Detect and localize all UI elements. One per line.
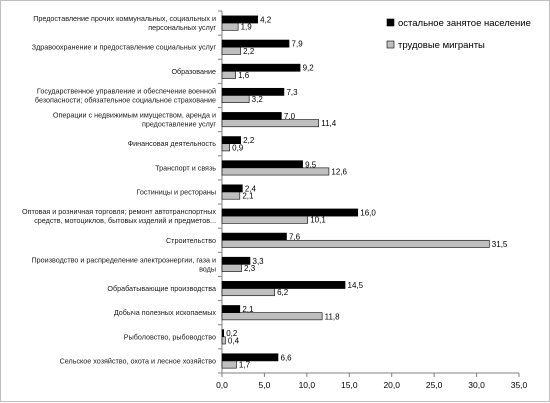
category-label: Предоставление прочих коммунальных, соци… [33, 14, 216, 23]
bar-other-population [221, 305, 241, 313]
bar-labor-migrants [221, 239, 490, 248]
category-label: Добыча полезных ископаемых [114, 308, 217, 317]
data-label-other-population: 16,0 [360, 209, 376, 218]
category-label: Обрабатывающие производства [107, 284, 216, 293]
legend-label: трудовые мигранты [398, 40, 485, 51]
category-label: Государственное управление и обеспечение… [37, 86, 216, 95]
bar-other-population [221, 15, 258, 24]
data-label-labor-migrants: 31,5 [492, 240, 508, 249]
bar-labor-migrants [221, 71, 236, 79]
category-label: Оптовая и розничная торговля; ремонт авт… [22, 207, 216, 216]
x-tick-label: 30,0 [468, 380, 485, 390]
bar-labor-migrants [221, 191, 241, 200]
category-label: Транспорт и связь [155, 163, 216, 172]
data-label-other-population: 14,5 [348, 281, 364, 290]
data-label-labor-migrants: 1,7 [239, 361, 251, 370]
bar-labor-migrants [221, 143, 230, 152]
bar-labor-migrants [221, 22, 239, 31]
data-label-other-population: 7,6 [289, 233, 301, 242]
data-label-other-population: 2,1 [242, 305, 254, 314]
data-label-labor-migrants: 3,2 [252, 95, 264, 104]
legend-swatch [386, 18, 395, 27]
bar-other-population [221, 87, 285, 96]
category-label: Рыболовство, рыбоводство [124, 332, 216, 341]
category-label: Финансовая деятельность [128, 139, 217, 148]
legend-swatch [386, 40, 395, 49]
bar-other-population [221, 112, 282, 120]
data-label-labor-migrants: 0,4 [228, 336, 240, 345]
bar-other-population [221, 63, 301, 72]
data-label-other-population: 2,2 [243, 136, 255, 145]
data-label-labor-migrants: 11,4 [321, 119, 337, 128]
data-label-labor-migrants: 10,1 [310, 216, 326, 225]
data-label-other-population: 7,0 [284, 112, 296, 121]
data-label-labor-migrants: 2,1 [242, 192, 254, 201]
data-label-other-population: 6,6 [281, 353, 293, 362]
data-label-other-population: 2,4 [245, 184, 257, 193]
bar-labor-migrants [221, 167, 330, 176]
category-label: воды [199, 264, 216, 273]
legend-label: остальное занятое население [398, 18, 531, 29]
data-label-labor-migrants: 6,2 [277, 288, 289, 297]
data-label-other-population: 0,2 [226, 329, 238, 338]
data-label-labor-migrants: 12,6 [331, 167, 347, 176]
category-label: Гостиницы и рестораны [136, 188, 216, 197]
bar-labor-migrants [221, 264, 242, 272]
data-label-other-population: 9,5 [305, 160, 317, 169]
category-label: Образование [171, 67, 216, 76]
bar-other-population [221, 329, 224, 338]
x-tick-label: 15,0 [341, 380, 358, 390]
category-label: Здравоохранение и предоставление социаль… [32, 43, 217, 52]
x-tick-label: 25,0 [426, 380, 443, 390]
bar-labor-migrants [221, 360, 237, 369]
bar-labor-migrants [221, 46, 241, 55]
category-label: персональных услуг [148, 23, 216, 32]
data-label-other-population: 3,3 [253, 257, 265, 266]
bar-labor-migrants [221, 312, 323, 321]
bar-labor-migrants [221, 336, 226, 345]
category-label: Строительство [166, 236, 216, 245]
data-label-labor-migrants: 1,6 [238, 71, 250, 80]
bar-other-population [221, 281, 346, 289]
data-label-labor-migrants: 0,9 [232, 143, 244, 152]
data-label-labor-migrants: 1,9 [241, 23, 253, 32]
x-tick-label: 0,0 [216, 380, 228, 390]
data-label-labor-migrants: 11,8 [325, 312, 341, 321]
bar-labor-migrants [221, 119, 320, 128]
category-label: Производство и распределение электроэнер… [32, 255, 216, 264]
category-label: Сельское хозяйство, охота и лесное хозяй… [60, 356, 216, 365]
x-tick-label: 5,0 [259, 380, 271, 390]
bar-other-population [221, 160, 303, 169]
data-label-other-population: 4,2 [260, 15, 272, 24]
x-tick-label: 35,0 [511, 380, 528, 390]
category-label: предоставление услуг [142, 120, 216, 129]
bar-other-population [221, 208, 359, 217]
bar-labor-migrants [221, 288, 275, 297]
x-tick-label: 10,0 [299, 380, 316, 390]
bar-labor-migrants [221, 215, 309, 224]
data-label-labor-migrants: 2,2 [243, 47, 255, 56]
data-label-other-population: 7,9 [292, 40, 304, 49]
bar-other-population [221, 136, 241, 145]
category-label: средств, мотоциклов, бытовых изделий и п… [34, 216, 216, 225]
data-label-labor-migrants: 2,3 [244, 264, 256, 273]
data-label-other-population: 9,2 [303, 64, 315, 73]
category-label: безопасности; обязательное социальное ст… [35, 95, 216, 104]
bar-other-population [221, 353, 279, 362]
category-label: Операции с недвижимым имуществом, аренда… [53, 111, 216, 120]
data-label-other-population: 7,3 [286, 88, 298, 97]
bar-other-population [221, 232, 287, 241]
bar-other-population [221, 39, 290, 48]
bar-other-population [221, 184, 243, 193]
bar-labor-migrants [221, 95, 250, 103]
x-tick-label: 20,0 [383, 380, 400, 390]
